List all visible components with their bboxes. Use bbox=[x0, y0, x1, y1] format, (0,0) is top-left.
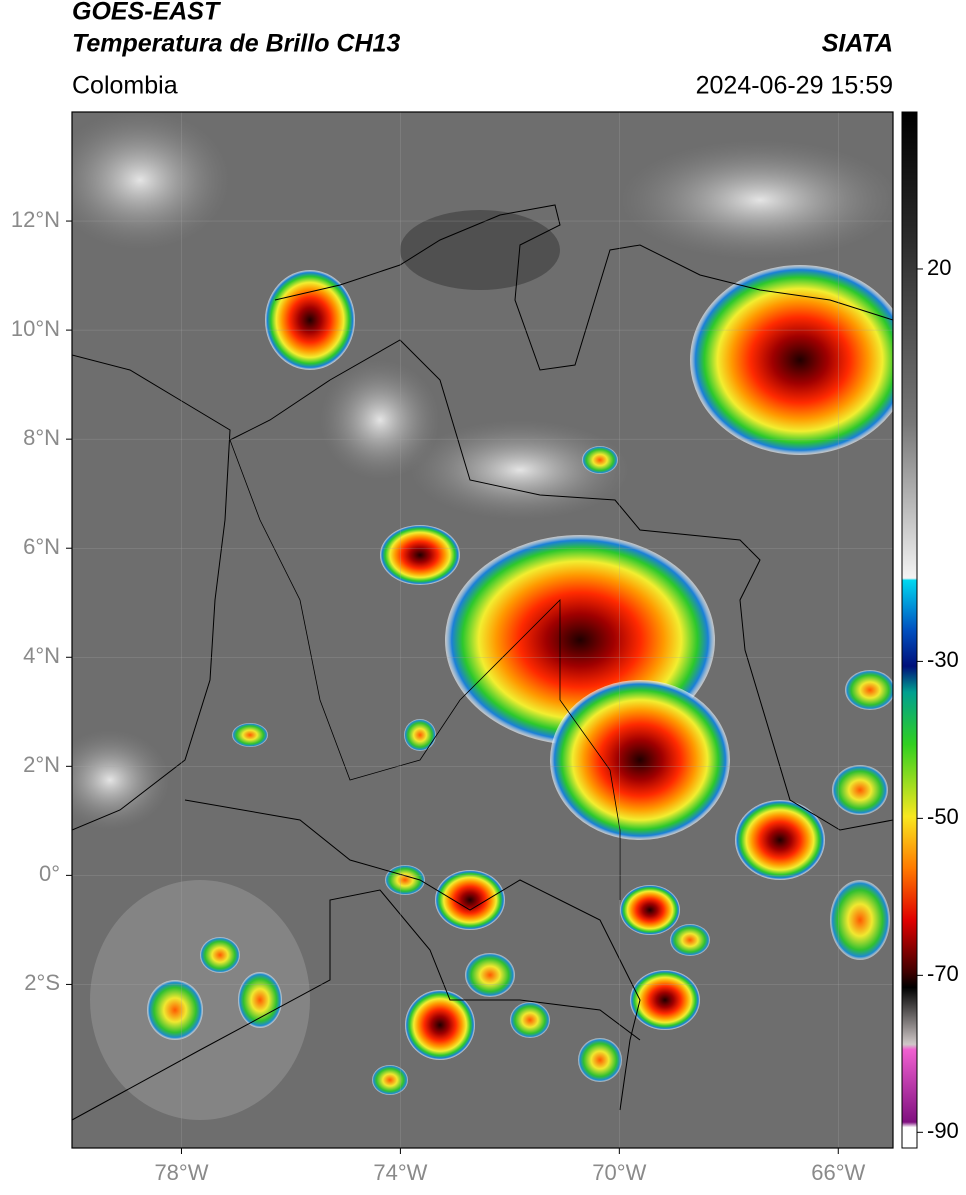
storm bbox=[435, 870, 505, 930]
source: SIATA bbox=[822, 30, 893, 58]
lat-tick-label: 2°N bbox=[23, 752, 60, 777]
imagery bbox=[72, 112, 893, 1148]
cell bbox=[845, 670, 893, 710]
cell bbox=[372, 1065, 408, 1095]
storm bbox=[735, 800, 825, 880]
coastline bbox=[274, 204, 893, 371]
cloud bbox=[320, 360, 440, 480]
colorbar-tick-label: 20 bbox=[927, 255, 951, 280]
colorbar-tick-label: -90 bbox=[927, 1118, 959, 1143]
border bbox=[72, 889, 641, 1121]
lat-tick-label: 6°N bbox=[23, 534, 60, 559]
colorbar-tick-label: -70 bbox=[927, 961, 959, 986]
lat-tick-label: 2°S bbox=[24, 970, 60, 995]
cell bbox=[578, 1038, 622, 1082]
cell bbox=[147, 980, 203, 1040]
cloud bbox=[72, 730, 170, 830]
lon-tick-label: 70°W bbox=[592, 1160, 646, 1185]
storm bbox=[380, 525, 460, 585]
cell bbox=[404, 719, 436, 751]
coastline bbox=[72, 354, 231, 831]
storm bbox=[630, 970, 700, 1030]
cell bbox=[232, 723, 268, 747]
lat-tick-label: 12°N bbox=[11, 207, 60, 232]
lat-tick-label: 0° bbox=[39, 861, 60, 886]
cell bbox=[832, 765, 888, 815]
cell bbox=[510, 1002, 550, 1038]
lon-tick-label: 78°W bbox=[154, 1160, 208, 1185]
warm-area bbox=[400, 210, 560, 290]
storm bbox=[550, 680, 730, 840]
cloud bbox=[620, 140, 893, 260]
border bbox=[184, 799, 641, 1111]
map-frame bbox=[71, 111, 894, 1149]
colorbar-tick-label: -30 bbox=[927, 647, 959, 672]
cloud bbox=[410, 420, 630, 520]
title-line1: GOES-EAST bbox=[72, 0, 222, 26]
storm bbox=[690, 265, 893, 455]
lat-tick-label: 8°N bbox=[23, 425, 60, 450]
graticule bbox=[72, 112, 893, 1148]
lat-tick-label: 10°N bbox=[11, 316, 60, 341]
lon-tick-label: 74°W bbox=[373, 1160, 427, 1185]
datetime: 2024-06-29 15:59 bbox=[696, 72, 893, 100]
cell bbox=[582, 446, 618, 474]
lon-tick-label: 66°W bbox=[811, 1160, 865, 1185]
colorbar-tick-label: -50 bbox=[927, 804, 959, 829]
region: Colombia bbox=[72, 72, 178, 100]
colorbar-ticks: 20 -30 -50 -70 -90 bbox=[917, 255, 959, 1143]
title-line2: Temperatura de Brillo CH13 bbox=[72, 30, 400, 58]
border bbox=[229, 339, 893, 831]
cell bbox=[830, 880, 890, 960]
cell bbox=[200, 937, 240, 973]
storm bbox=[620, 885, 680, 935]
colorbar bbox=[901, 111, 918, 1149]
lat-tick-label: 4°N bbox=[23, 643, 60, 668]
cloud bbox=[72, 112, 230, 250]
border bbox=[229, 439, 621, 900]
storm bbox=[265, 270, 355, 370]
storm bbox=[405, 990, 475, 1060]
cell bbox=[670, 924, 710, 956]
cell bbox=[465, 953, 515, 997]
cell bbox=[238, 972, 282, 1028]
